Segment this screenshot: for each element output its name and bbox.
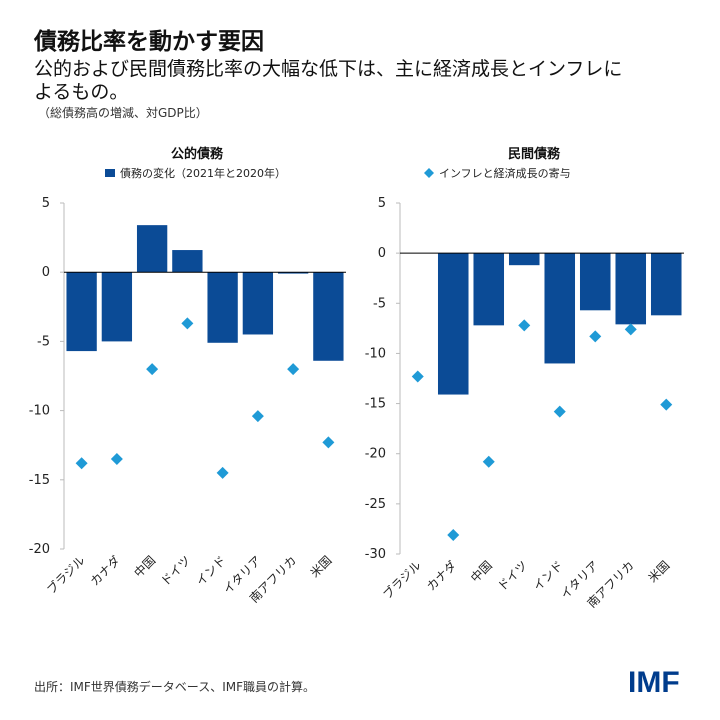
private-y-tick-label: -15 (365, 397, 386, 412)
public-x-tick-label: 中国 (131, 553, 159, 581)
public-bar (277, 272, 309, 274)
public-bar (136, 225, 168, 273)
public-y-tick-label: 0 (42, 265, 50, 280)
units-note: （総債務高の増減、対GDP比） (38, 106, 208, 120)
public-legend-bar-label: 債務の変化（2021年と2020年） (120, 166, 286, 180)
private-bar (437, 253, 469, 395)
public-x-tick-label: ブラジル (43, 553, 87, 597)
public-marker (146, 363, 159, 376)
source-note: 出所：IMF世界債務データベース、IMF職員の計算。 (34, 680, 315, 694)
public-marker (287, 363, 300, 376)
private-y-tick-label: 0 (378, 246, 386, 261)
private-bar (544, 253, 576, 364)
private-marker (447, 528, 460, 541)
private-legend-marker-swatch (424, 168, 434, 178)
private-bar (579, 253, 611, 311)
private-legend-marker-label: インフレと経済成長の寄与 (439, 166, 571, 180)
public-marker (322, 436, 335, 449)
page-title: 債務比率を動かす要因 (34, 29, 264, 55)
private-y-tick-label: -20 (365, 447, 386, 462)
private-marker (482, 455, 495, 468)
public-x-tick-label: ドイツ (158, 553, 193, 588)
public-bar (101, 272, 133, 342)
private-x-tick-label: 米国 (645, 558, 672, 585)
private-marker (411, 370, 424, 383)
private-x-tick-label: ブラジル (379, 558, 423, 602)
public-bar (66, 272, 97, 352)
public-y-tick-label: -20 (29, 542, 50, 557)
private-marker (624, 323, 637, 336)
public-y-tick-label: -5 (37, 334, 50, 349)
private-y-tick-label: -5 (373, 296, 386, 311)
public-y-tick-label: -15 (29, 473, 50, 488)
public-chart-title: 公的債務 (171, 146, 224, 162)
private-chart-title: 民間債務 (508, 146, 561, 162)
public-legend-bar-swatch (105, 169, 115, 177)
public-marker (251, 410, 264, 423)
private-x-tick-label: 中国 (467, 558, 495, 586)
private-marker (553, 405, 566, 418)
private-bar (508, 253, 540, 266)
private-bar (650, 253, 682, 316)
public-bar (207, 272, 238, 343)
private-y-tick-label: 5 (378, 196, 386, 211)
public-bar (313, 272, 344, 361)
private-x-tick-label: カナダ (423, 558, 459, 594)
public-x-tick-label: 米国 (308, 553, 335, 580)
private-y-tick-label: -25 (365, 497, 386, 512)
public-marker (181, 317, 194, 330)
private-marker (660, 398, 673, 411)
public-marker (110, 453, 123, 466)
private-y-tick-label: -10 (365, 346, 386, 361)
private-bar (615, 253, 647, 325)
public-bar (172, 250, 203, 273)
private-x-tick-label: ドイツ (495, 558, 530, 593)
private-marker (518, 319, 531, 332)
private-bar (473, 253, 505, 326)
public-x-tick-label: カナダ (87, 553, 123, 589)
imf-logo: IMF (628, 666, 680, 699)
page-subtitle: 公的および民間債務比率の大幅な低下は、主に経済成長とインフレによるもの。 (34, 58, 623, 103)
private-y-tick-label: -30 (365, 547, 386, 562)
public-y-tick-label: 5 (42, 196, 50, 211)
private-marker (589, 330, 602, 343)
public-marker (75, 457, 88, 470)
public-bar (242, 272, 274, 335)
public-y-tick-label: -10 (29, 404, 50, 419)
public-marker (216, 466, 229, 479)
